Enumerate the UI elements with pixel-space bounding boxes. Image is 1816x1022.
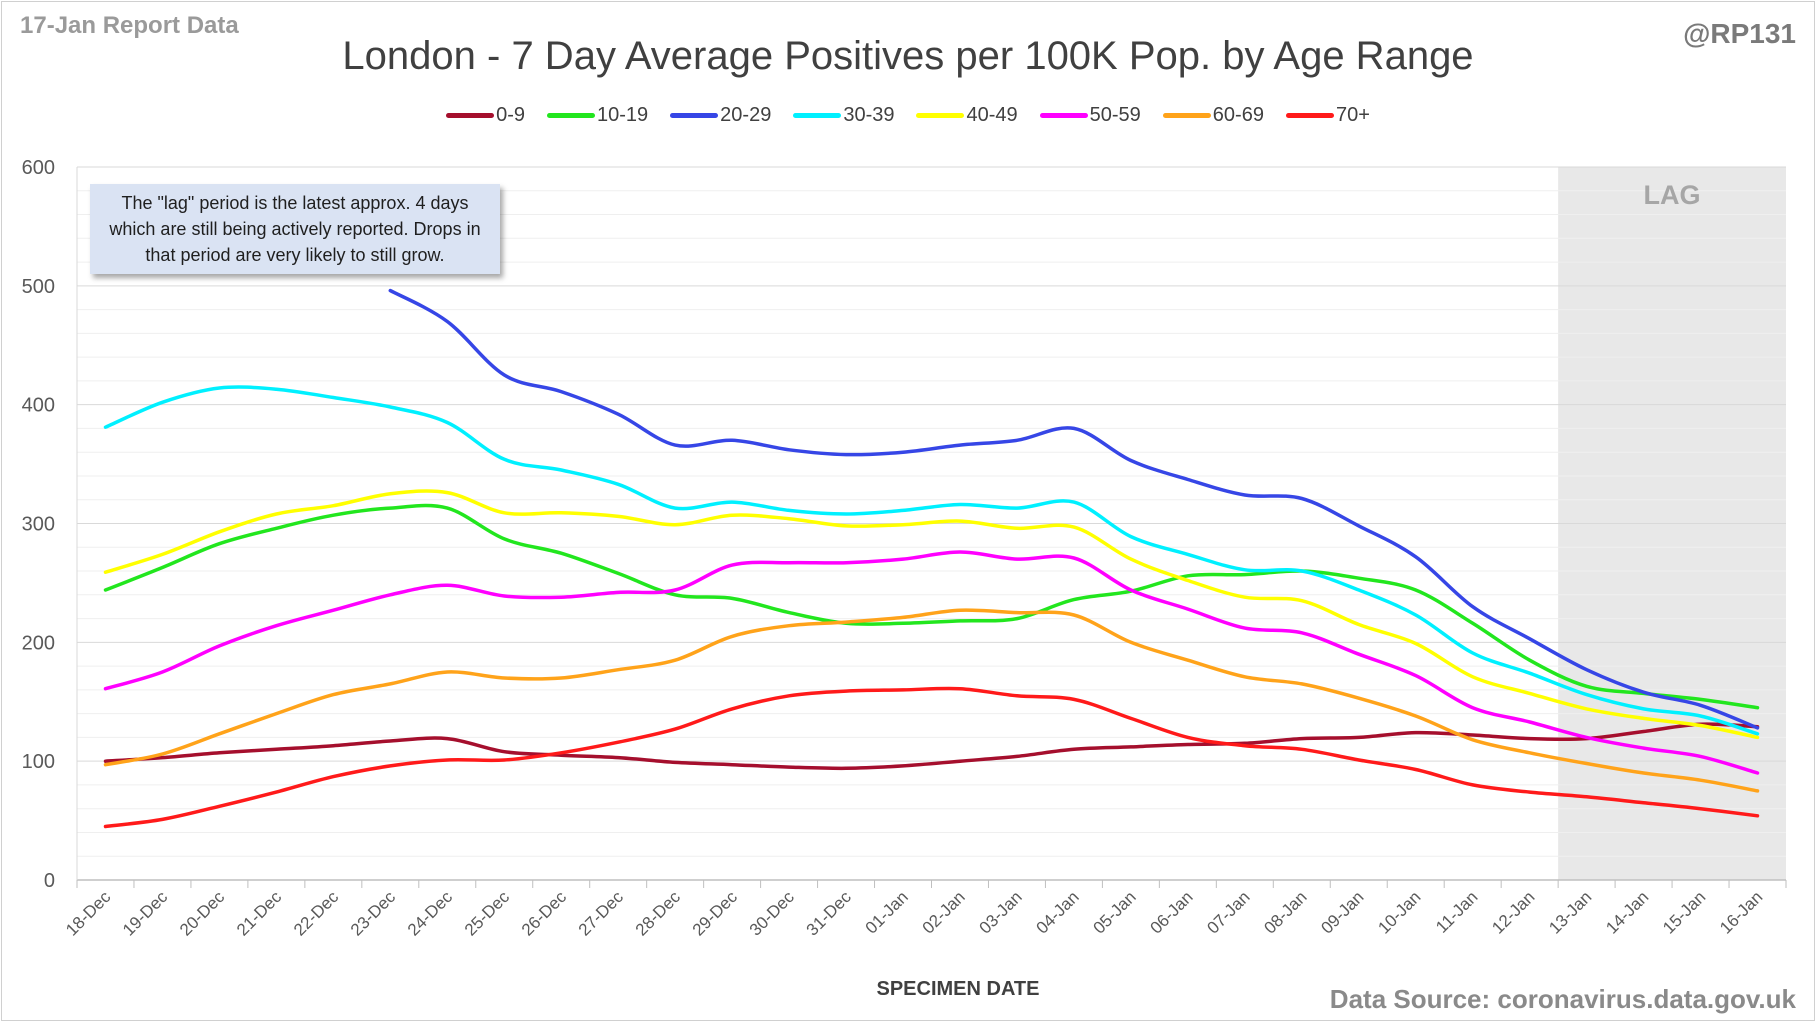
- legend-entry-10-19: 10-19: [547, 104, 648, 127]
- legend-swatch: [916, 113, 965, 118]
- y-tick-label: 100: [22, 751, 55, 773]
- series-line-30-39: [103, 385, 1760, 736]
- x-tick-label: 09-Jan: [1317, 887, 1367, 937]
- x-tick-label: 03-Jan: [976, 887, 1026, 937]
- legend-swatch: [1162, 113, 1211, 118]
- legend-entry-0-9: 0-9: [446, 104, 525, 127]
- series-line-20-29: [388, 288, 1760, 730]
- author-handle: @RP131: [1683, 18, 1796, 49]
- legend-swatch: [1285, 113, 1334, 118]
- x-tick-label: 06-Jan: [1146, 887, 1196, 937]
- x-tick-label: 10-Jan: [1374, 887, 1424, 937]
- legend-swatch: [670, 113, 719, 118]
- x-tick-label: 29-Dec: [689, 887, 742, 940]
- x-tick-label: 08-Jan: [1260, 887, 1310, 937]
- x-tick-label: 23-Dec: [347, 887, 400, 940]
- x-tick-label: 22-Dec: [290, 887, 343, 940]
- x-tick-label: 02-Jan: [919, 887, 969, 937]
- chart-legend: 0-9 10-19 20-29 30-39 40-49 50-59 60-69 70+: [0, 104, 1816, 127]
- x-tick-label: 30-Dec: [746, 887, 799, 940]
- legend-swatch: [793, 113, 842, 118]
- legend-label: 60-69: [1212, 104, 1264, 126]
- y-tick-label: 400: [22, 395, 55, 417]
- x-tick-label: 15-Jan: [1659, 887, 1709, 937]
- series-lines: [103, 288, 1760, 829]
- x-tick-label: 07-Jan: [1203, 887, 1253, 937]
- legend-label: 50-59: [1089, 104, 1141, 126]
- x-tick-label: 28-Dec: [632, 887, 685, 940]
- legend-entry-60-69: 60-69: [1162, 104, 1264, 127]
- x-tick-label: 21-Dec: [233, 887, 286, 940]
- x-tick-label: 26-Dec: [518, 887, 571, 940]
- y-tick-label: 200: [22, 632, 55, 654]
- data-source-label: Data Source: coronavirus.data.gov.uk: [1329, 984, 1796, 1014]
- series-line-10-19: [103, 503, 1760, 710]
- series-line-50-59: [103, 550, 1760, 775]
- x-tick-labels: 18-Dec 19-Dec 20-Dec 21-Dec 22-Dec 23-Dec 24-D…: [62, 887, 1766, 940]
- legend-label: 0-9: [496, 104, 526, 126]
- x-tick-label: 25-Dec: [461, 887, 514, 940]
- legend-label: 20-29: [720, 104, 772, 126]
- x-axis-title: SPECIMEN DATE: [876, 978, 1040, 1000]
- legend-entry-20-29: 20-29: [670, 104, 771, 127]
- series-line-0-9: [103, 722, 1760, 771]
- legend-label: 30-39: [843, 104, 895, 126]
- y-tick-labels: 0 100 200 300 400 500 600: [22, 157, 55, 892]
- legend-label: 70+: [1335, 104, 1370, 126]
- series-line-40-49: [103, 489, 1760, 740]
- legend-label: 10-19: [597, 104, 649, 126]
- series-line-70+: [103, 686, 1760, 829]
- x-tick-label: 31-Dec: [803, 887, 856, 940]
- legend-swatch: [547, 113, 596, 118]
- x-tick-label: 12-Jan: [1488, 887, 1538, 937]
- y-tick-label: 500: [22, 276, 55, 298]
- legend-swatch: [446, 113, 495, 118]
- y-tick-label: 600: [22, 157, 55, 179]
- lag-note-callout: The "lag" period is the latest approx. 4…: [90, 184, 500, 274]
- x-tick-label: 04-Jan: [1033, 887, 1083, 937]
- x-tick-label: 19-Dec: [119, 887, 172, 940]
- x-tick-label: 18-Dec: [62, 887, 115, 940]
- y-tick-label: 0: [44, 870, 55, 892]
- legend-entry-50-59: 50-59: [1039, 104, 1141, 127]
- legend-entry-40-49: 40-49: [916, 104, 1018, 127]
- lag-label: LAG: [1643, 180, 1701, 210]
- legend-entry-70+: 70+: [1285, 104, 1370, 127]
- x-tick-label: 16-Jan: [1716, 887, 1766, 937]
- x-tick-label: 11-Jan: [1432, 887, 1481, 936]
- legend-swatch: [1039, 113, 1088, 118]
- axes: [76, 167, 1787, 888]
- x-tick-label: 01-Jan: [862, 887, 912, 937]
- legend-label: 40-49: [966, 104, 1018, 126]
- y-tick-label: 300: [22, 514, 55, 536]
- x-tick-label: 24-Dec: [404, 887, 457, 940]
- report-date-label: 17-Jan Report Data: [20, 12, 239, 39]
- x-tick-label: 27-Dec: [575, 887, 628, 940]
- chart-title: London - 7 Day Average Positives per 100…: [342, 34, 1474, 78]
- x-tick-label: 05-Jan: [1090, 887, 1140, 937]
- x-tick-label: 14-Jan: [1602, 887, 1652, 937]
- gridlines: [77, 166, 1786, 857]
- series-line-60-69: [103, 608, 1760, 793]
- legend-entry-30-39: 30-39: [793, 104, 894, 127]
- x-tick-label: 20-Dec: [176, 887, 229, 940]
- x-tick-label: 13-Jan: [1545, 887, 1595, 937]
